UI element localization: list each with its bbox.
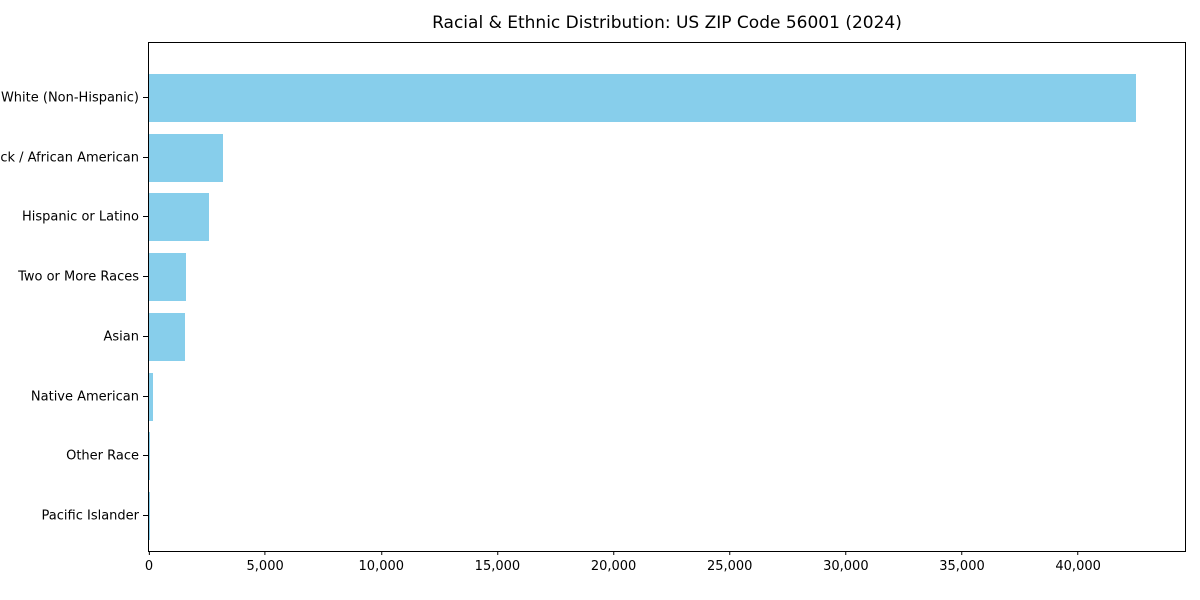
- x-tick-mark: [148, 551, 150, 555]
- y-axis-category-label: Two or More Races: [18, 269, 139, 285]
- x-tick-label: 5,000: [246, 559, 284, 574]
- y-axis-category-label: Native American: [30, 389, 139, 405]
- y-tick-mark: [143, 216, 148, 218]
- bar: [149, 432, 151, 481]
- x-tick-label: 20,000: [590, 559, 637, 574]
- plot-rows: White (Non-Hispanic) Black / African Amer…: [0, 43, 1185, 551]
- x-tick-label: 0: [144, 559, 154, 574]
- bar-row: Native American: [31, 367, 1185, 427]
- x-tick-mark: [729, 551, 731, 555]
- y-axis-category-label: Pacific Islander: [41, 508, 139, 524]
- x-tick-mark: [845, 551, 847, 555]
- x-tick-label: 40,000: [1055, 559, 1101, 574]
- bar: [149, 253, 187, 302]
- y-axis-category-label: Asian: [103, 329, 139, 345]
- x-axis: 0 5,000 10,000 15,000 20,000 25,000 30,000 35,0…: [145, 551, 1185, 585]
- y-tick-mark: [143, 276, 148, 278]
- y-axis-category-label: Black / African American: [0, 150, 139, 166]
- x-tick-mark: [1077, 551, 1079, 555]
- x-tick-label: 30,000: [823, 559, 869, 574]
- bar-row: Other Race: [66, 427, 1185, 487]
- bar-row: Two or More Races: [18, 247, 1185, 307]
- bar: [149, 133, 224, 182]
- y-tick-mark: [143, 96, 148, 98]
- y-axis-category-label: Hispanic or Latino: [21, 209, 139, 225]
- bar: [149, 193, 210, 242]
- x-tick: 15,000: [474, 551, 521, 574]
- x-tick-mark: [264, 551, 266, 555]
- x-tick-mark: [496, 551, 498, 555]
- x-tick-mark: [613, 551, 615, 555]
- bar-row: Asian: [104, 307, 1185, 367]
- x-tick: 30,000: [823, 551, 869, 574]
- chart-title: Racial & Ethnic Distribution: US ZIP Cod…: [432, 13, 902, 33]
- y-tick-mark: [143, 395, 148, 397]
- x-tick-label: 15,000: [474, 559, 521, 574]
- y-tick-mark: [143, 515, 148, 517]
- x-tick: 20,000: [590, 551, 637, 574]
- y-tick-mark: [143, 156, 148, 158]
- bar-row: White (Non-Hispanic): [1, 68, 1185, 128]
- bar-row: Black / African American: [0, 128, 1185, 188]
- x-tick: 5,000: [247, 551, 284, 574]
- y-axis-category-label: White (Non-Hispanic): [0, 90, 139, 106]
- x-tick: 10,000: [358, 551, 405, 574]
- x-tick: 40,000: [1055, 551, 1101, 574]
- bar: [149, 73, 1137, 122]
- x-tick-label: 35,000: [939, 559, 985, 574]
- bar: [149, 372, 153, 421]
- y-tick-mark: [143, 335, 148, 337]
- x-tick: 25,000: [706, 551, 753, 574]
- x-tick-mark: [380, 551, 382, 555]
- plot-area: White (Non-Hispanic) Black / African Amer…: [0, 42, 1186, 574]
- bar: [149, 312, 185, 361]
- y-tick-mark: [143, 455, 148, 457]
- x-tick-label: 10,000: [358, 559, 405, 574]
- bar-row: Pacific Islander: [42, 486, 1185, 546]
- y-axis-category-label: Other Race: [66, 448, 139, 464]
- x-tick-label: 25,000: [706, 559, 753, 574]
- x-tick-mark: [961, 551, 963, 555]
- bar-row: Hispanic or Latino: [22, 188, 1185, 248]
- x-tick: 0: [145, 551, 153, 574]
- x-tick: 35,000: [939, 551, 985, 574]
